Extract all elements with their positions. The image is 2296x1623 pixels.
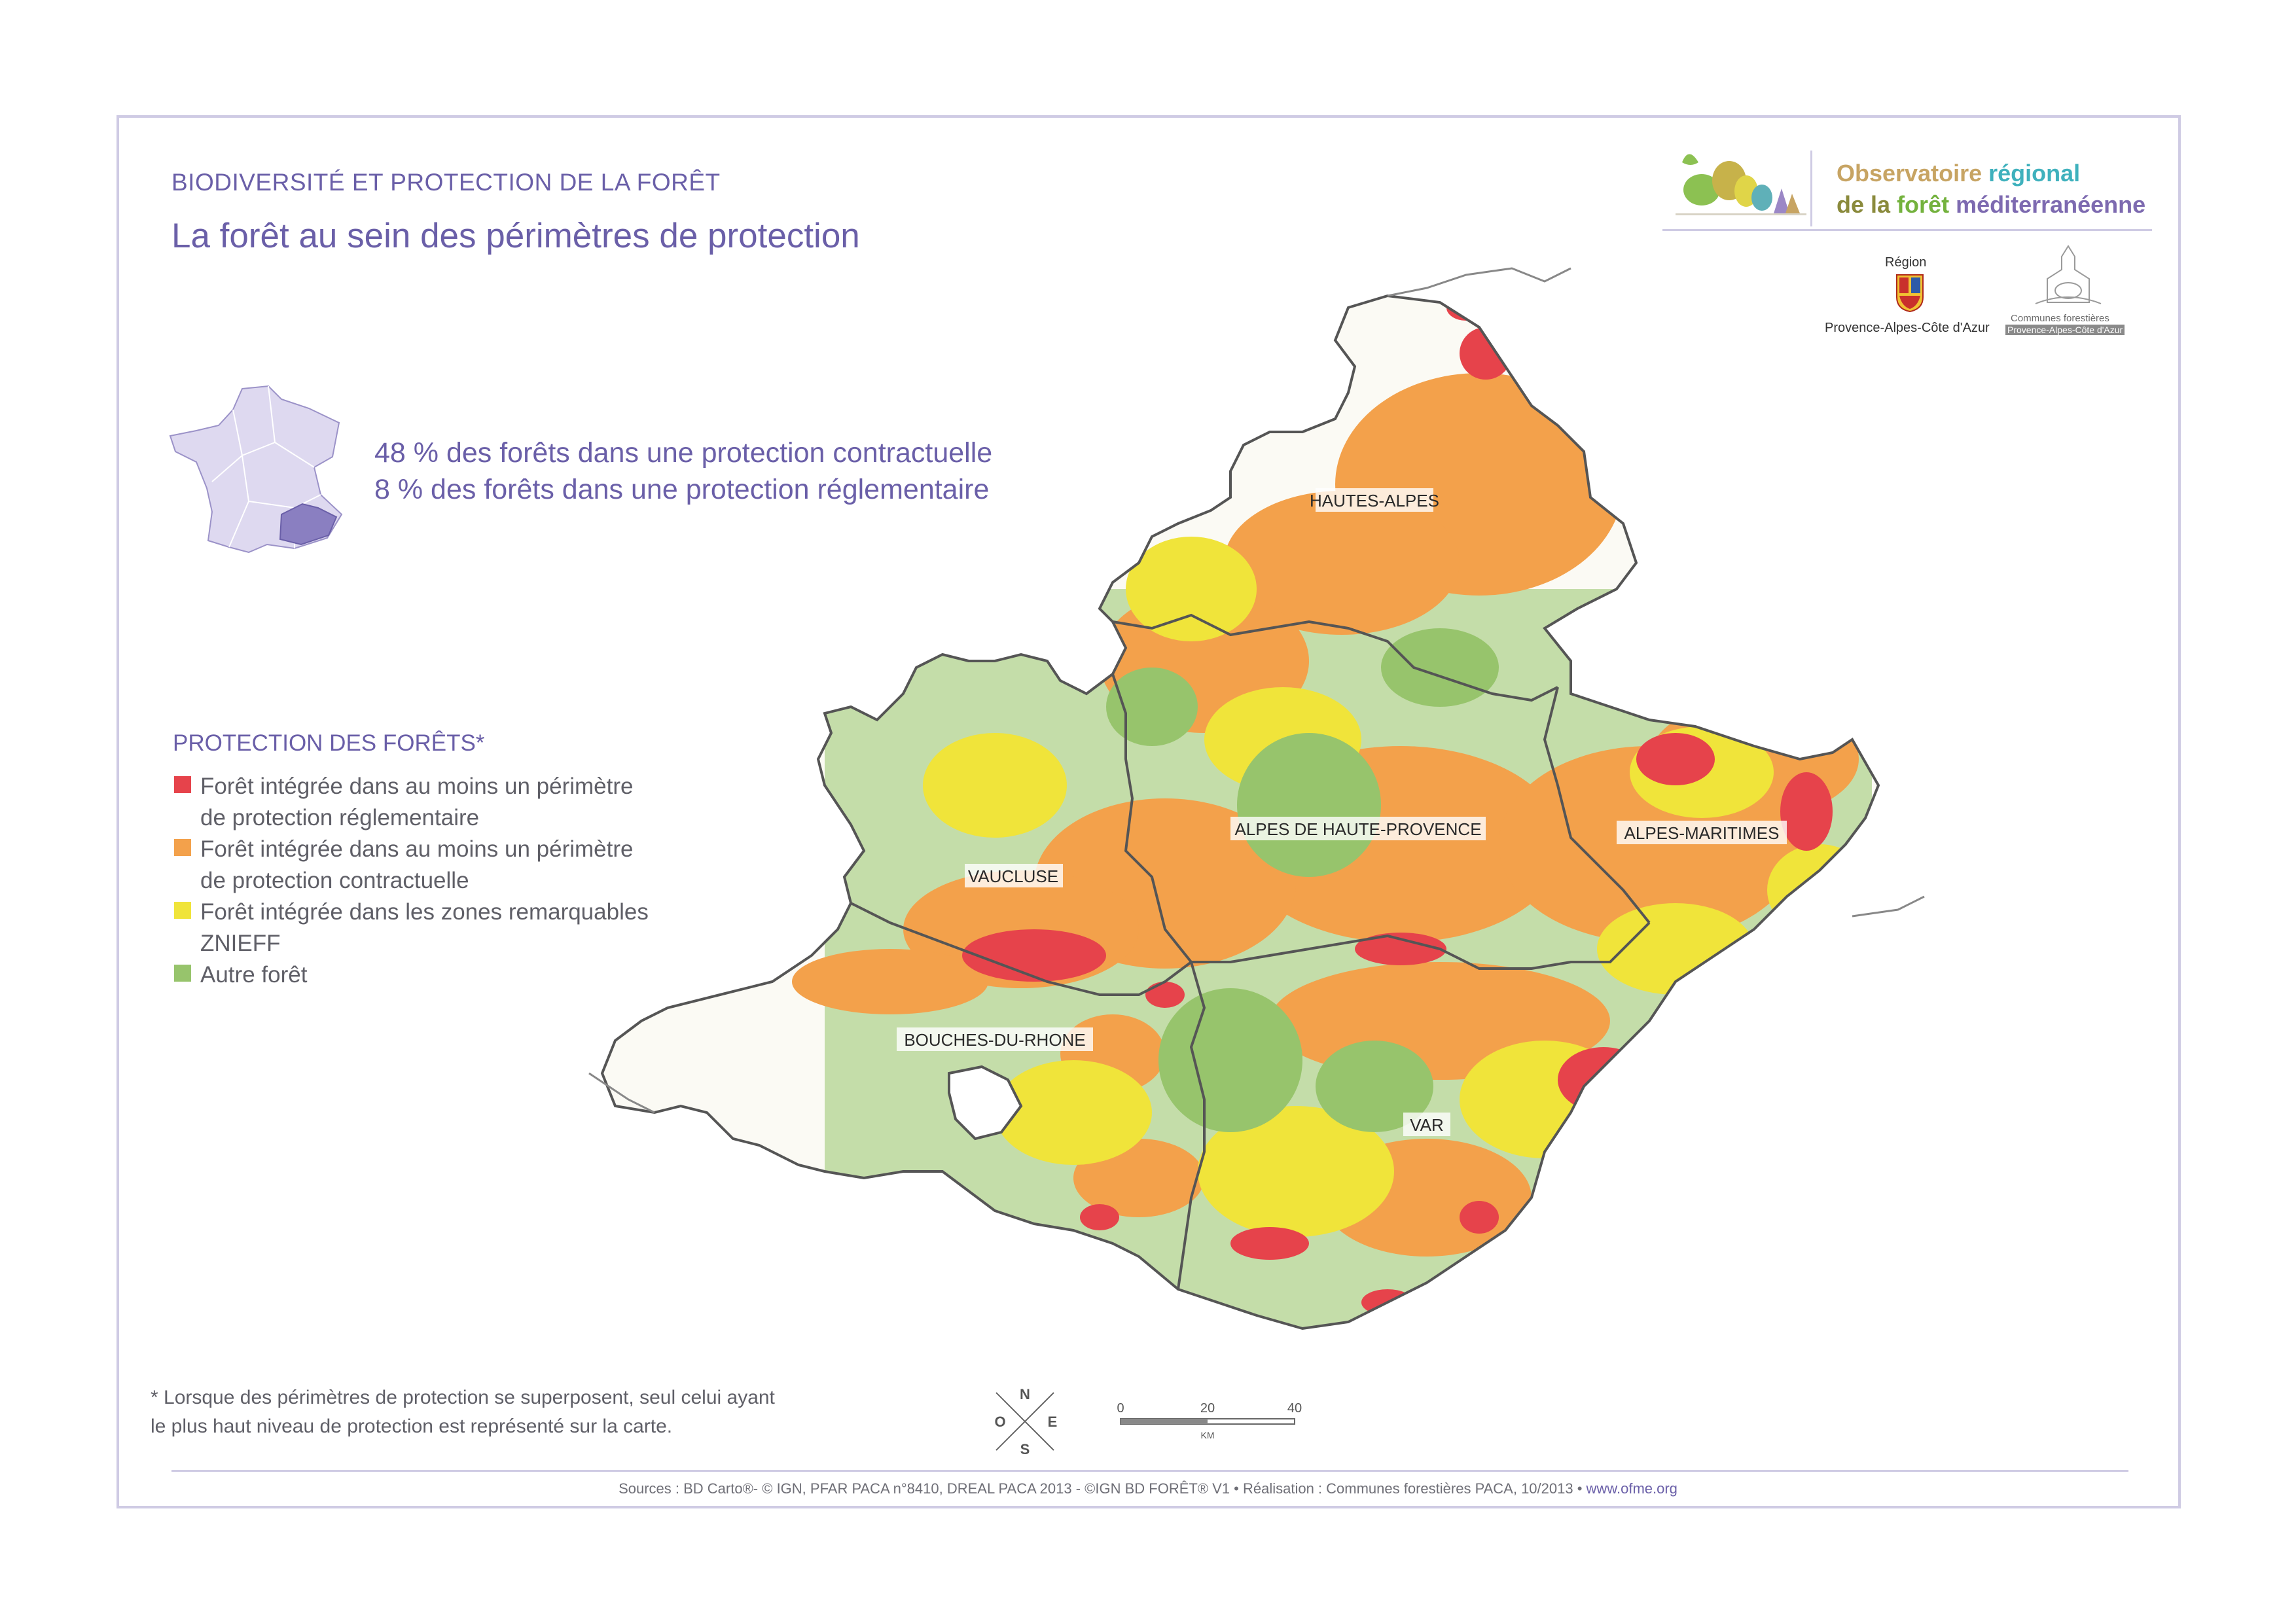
- ofme-name-line1: Observatoire régional: [1837, 160, 2081, 187]
- stat-contractual: 48 % des forêts dans une protection cont…: [374, 437, 993, 469]
- scale-tick-20: 20: [1200, 1401, 1215, 1416]
- ofme-logo-icon: [1676, 154, 1806, 215]
- legend-label: Autre forêt: [200, 962, 308, 988]
- ofme-link[interactable]: www.ofme.org: [1586, 1480, 1677, 1497]
- sources-text: Sources : BD Carto®- © IGN, PFAR PACA n°…: [619, 1480, 1587, 1497]
- compass-e: E: [1048, 1414, 1058, 1430]
- region-logo-top: Région: [1885, 255, 1927, 270]
- footnote: * Lorsque des périmètres de protection s…: [151, 1383, 775, 1441]
- legend-label: ZNIEFF: [200, 931, 281, 956]
- scale-tick-0: 0: [1117, 1401, 1124, 1416]
- sources-credit: Sources : BD Carto®- © IGN, PFAR PACA n°…: [0, 1480, 2296, 1497]
- label-hautes-alpes: HAUTES-ALPES: [1310, 491, 1439, 510]
- compass-s: S: [1020, 1441, 1030, 1457]
- legend-label: Forêt intégrée dans les zones remarquabl…: [200, 899, 649, 925]
- map-title: La forêt au sein des périmètres de prote…: [171, 217, 860, 255]
- label-alpes-maritimes: ALPES-MARITIMES: [1624, 823, 1780, 843]
- communes-forestieres-logo-icon: [2035, 245, 2102, 304]
- compass-o: O: [994, 1414, 1005, 1430]
- legend-swatch-other: [174, 965, 191, 982]
- legend-title: PROTECTION DES FORÊTS*: [173, 730, 485, 756]
- footnote-line2: le plus haut niveau de protection est re…: [151, 1416, 673, 1437]
- border-line-west: [588, 1072, 655, 1114]
- scale-tick-40: 40: [1287, 1401, 1302, 1416]
- label-bouches-du-rhone: BOUCHES-DU-RHONE: [904, 1030, 1085, 1050]
- department-boundaries: [601, 294, 1880, 1330]
- etang-de-berre: [948, 1065, 1023, 1141]
- page-frame: [117, 115, 2181, 1508]
- footnote-line1: * Lorsque des périmètres de protection s…: [151, 1387, 775, 1408]
- legend-swatch-contractual: [174, 839, 191, 856]
- label-vaucluse: VAUCLUSE: [968, 866, 1058, 886]
- border-line-east: [1852, 895, 1925, 918]
- scale-unit: KM: [1201, 1430, 1215, 1440]
- ofme-name-line2: de la forêt méditerranéenne: [1837, 191, 2146, 218]
- logo-rule: [1662, 229, 2152, 231]
- compass-rose-icon: N E S O: [994, 1386, 1057, 1457]
- legend-swatch-regulatory: [174, 776, 191, 793]
- legend-label: de protection réglementaire: [200, 805, 480, 830]
- compass-n: N: [1020, 1386, 1030, 1402]
- legend-swatch-znieff: [174, 902, 191, 919]
- legend-label: de protection contractuelle: [200, 868, 469, 893]
- legend-label: Forêt intégrée dans au moins un périmètr…: [200, 836, 634, 862]
- border-line-north: [1387, 267, 1571, 297]
- communes-logo-line2: Provence-Alpes-Côte d'Azur: [2005, 325, 2125, 335]
- region-crest-icon: [1896, 274, 1924, 313]
- legend-label: Forêt intégrée dans au moins un périmètr…: [200, 774, 634, 799]
- section-title: BIODIVERSITÉ ET PROTECTION DE LA FORÊT: [171, 169, 721, 196]
- stat-regulatory: 8 % des forêts dans une protection régle…: [374, 474, 990, 505]
- label-var: VAR: [1410, 1115, 1444, 1135]
- communes-logo-line1: Communes forestières: [2011, 313, 2109, 324]
- region-logo-bottom: Provence-Alpes-Côte d'Azur: [1825, 321, 1990, 335]
- footer-rule: [171, 1470, 2128, 1472]
- scale-bar: 0 20 40 KM: [1117, 1401, 1302, 1440]
- logo-divider: [1810, 151, 1812, 226]
- label-alpes-de-haute-provence: ALPES DE HAUTE-PROVENCE: [1234, 819, 1481, 839]
- france-locator-inset: [169, 385, 343, 554]
